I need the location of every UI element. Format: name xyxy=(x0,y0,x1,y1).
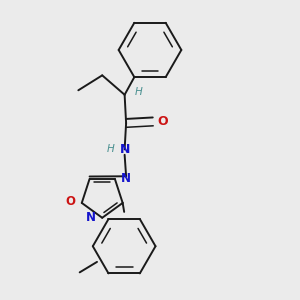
Text: H: H xyxy=(135,87,143,98)
Text: N: N xyxy=(119,143,130,156)
Text: O: O xyxy=(157,115,168,128)
Text: H: H xyxy=(106,143,114,154)
Text: N: N xyxy=(121,172,131,185)
Text: O: O xyxy=(66,195,76,208)
Text: N: N xyxy=(86,211,96,224)
